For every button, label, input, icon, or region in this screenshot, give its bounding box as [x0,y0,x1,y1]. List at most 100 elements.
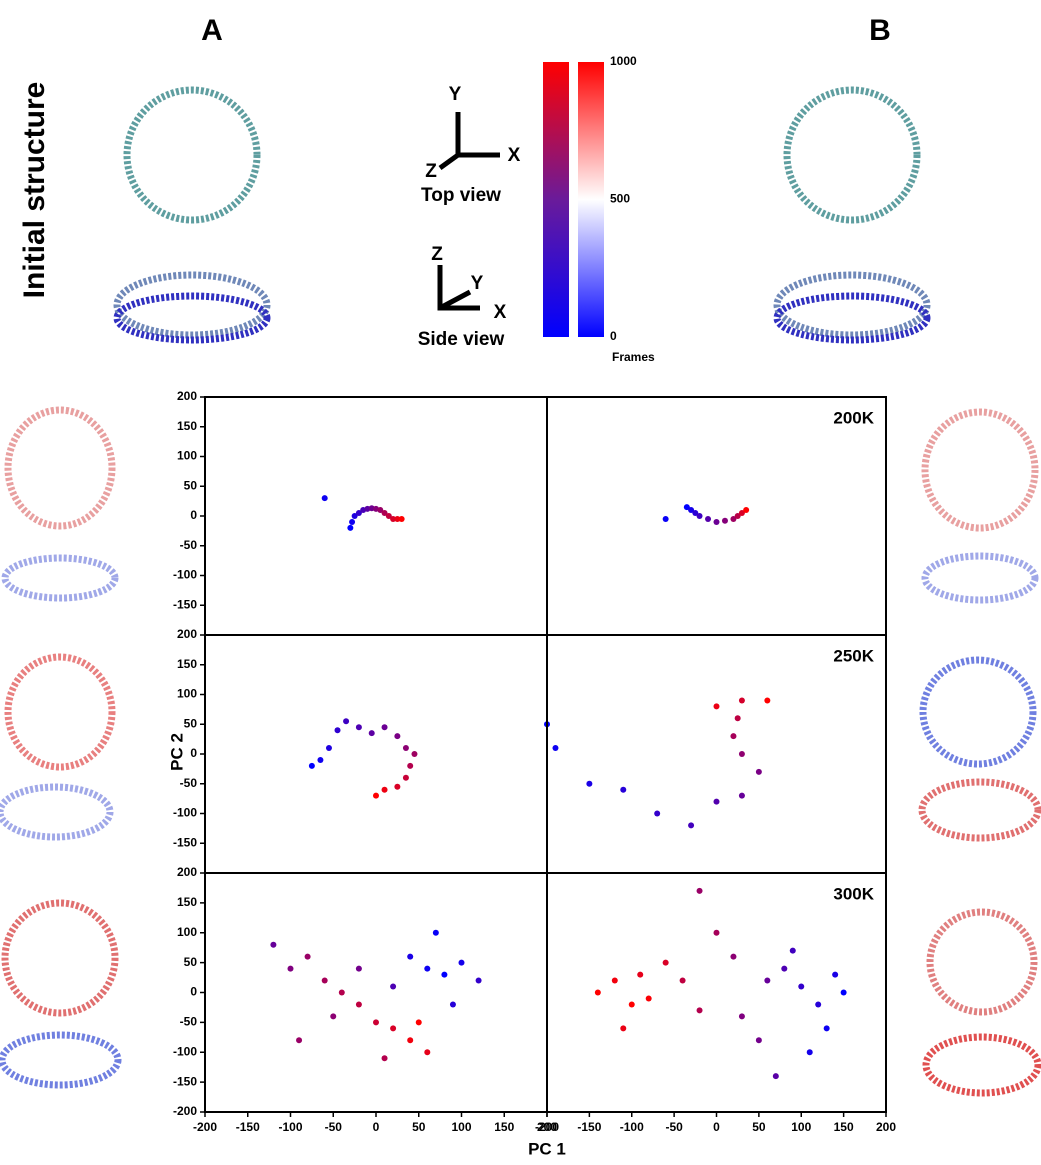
point [305,954,311,960]
y-tick-label: 200 [177,389,197,403]
point [343,718,349,724]
point [288,966,294,972]
point [815,1001,821,1007]
point [663,960,669,966]
colorbar-tick-label: 1000 [610,54,637,68]
axis-letter: X [508,145,521,166]
point [424,1049,430,1055]
y-tick-label: 200 [177,865,197,879]
point [739,793,745,799]
x-tick-label: -150 [236,1120,260,1134]
y-tick-label: 100 [177,925,197,939]
y-tick-label: 50 [184,478,198,492]
x-tick-label: -100 [620,1120,644,1134]
y-tick-label: 0 [190,985,197,999]
x-tick-label: 100 [451,1120,471,1134]
y-tick-label: 100 [177,449,197,463]
panel-frame [205,397,547,635]
panel-frame [205,873,547,1112]
y-tick-label: 150 [177,895,197,909]
colorbar-tick-label: 500 [610,192,630,206]
colorbar [578,62,604,337]
point [356,966,362,972]
axis-letter: Y [449,84,462,105]
point [595,990,601,996]
point [335,727,341,733]
colorbar-tick-label: 0 [610,329,617,343]
y-tick-label: 50 [184,716,198,730]
point [382,1055,388,1061]
y-tick-label: -150 [173,835,197,849]
x-tick-label: 200 [876,1120,896,1134]
point [356,1001,362,1007]
x-tick-label: -150 [577,1120,601,1134]
y-tick-label: 0 [190,508,197,522]
point [620,1025,626,1031]
point [735,715,741,721]
point [739,1013,745,1019]
point [739,751,745,757]
point [339,990,345,996]
y-tick-label: 150 [177,419,197,433]
point [832,972,838,978]
point [317,757,323,763]
point [403,745,409,751]
point [586,781,592,787]
point [411,751,417,757]
y-tick-label: -100 [173,568,197,582]
point [476,978,482,984]
point [373,793,379,799]
point [424,966,430,972]
point [394,784,400,790]
point [459,960,465,966]
x-tick-label: -50 [325,1120,343,1134]
axis-letter: Z [431,244,443,265]
point [382,724,388,730]
y-tick-label: -200 [173,1104,197,1118]
panel-label: 300K [833,884,874,903]
point [773,1073,779,1079]
point [407,1037,413,1043]
panel-frame [547,635,886,873]
y-tick-label: 200 [177,627,197,641]
point [722,518,728,524]
point [369,730,375,736]
y-tick-label: -150 [173,1074,197,1088]
point [373,1019,379,1025]
point [714,703,720,709]
point [347,525,353,531]
x-tick-label: 50 [752,1120,766,1134]
point [270,942,276,948]
panel-label: A [201,14,223,47]
y-tick-label: 50 [184,955,198,969]
point [807,1049,813,1055]
point [407,763,413,769]
point [330,1013,336,1019]
point [416,1019,422,1025]
point [296,1037,302,1043]
axis-letter: Z [425,161,437,182]
point [714,930,720,936]
point [612,978,618,984]
colorbar [543,62,569,337]
point [764,978,770,984]
point [824,1025,830,1031]
y-tick-label: 0 [190,746,197,760]
x-axis-label: PC 1 [528,1139,566,1158]
row-label: Initial structure [18,82,51,299]
x-tick-label: 50 [412,1120,426,1134]
point [441,972,447,978]
point [697,1007,703,1013]
y-tick-label: -50 [180,776,198,790]
point [646,995,652,1001]
point [394,733,400,739]
point [620,787,626,793]
point [743,507,749,513]
point [730,733,736,739]
point [407,954,413,960]
structure-renders [0,90,1038,1093]
colorbar-label: Frames [612,350,655,364]
point [349,519,355,525]
y-axis-label: PC 2 [167,733,186,771]
point [654,811,660,817]
